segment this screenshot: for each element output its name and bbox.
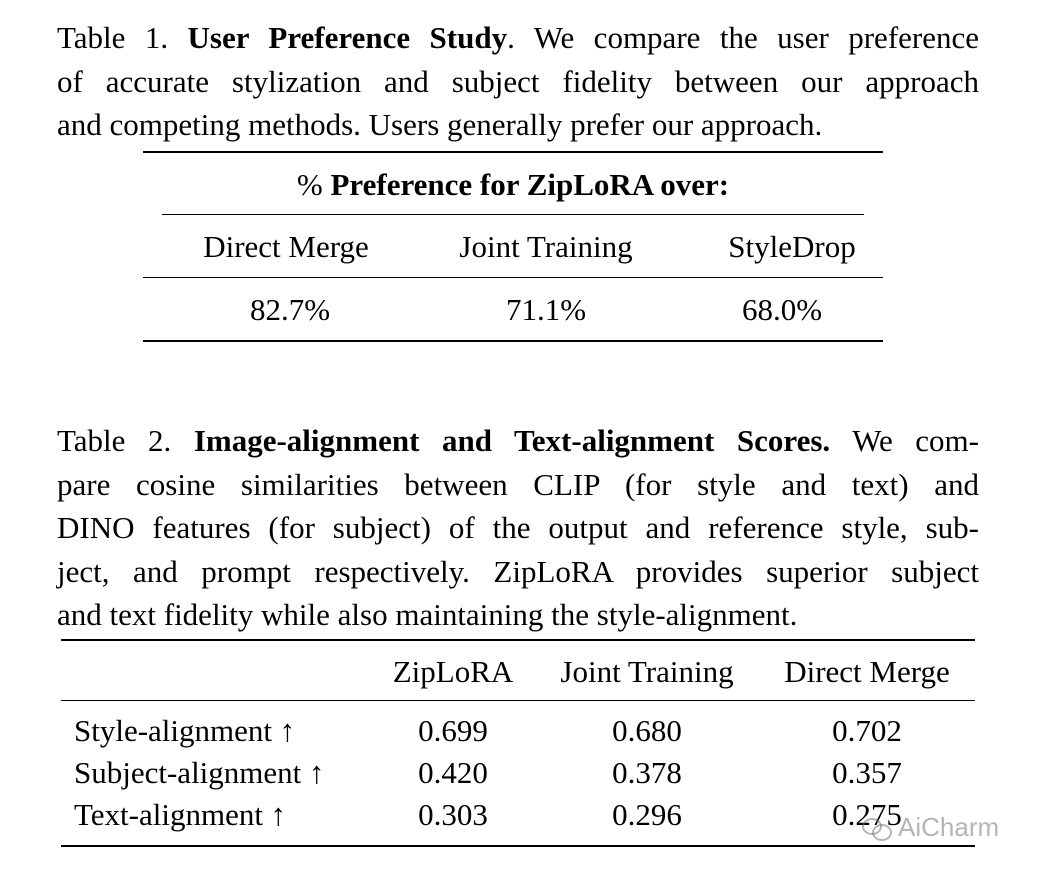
watermark: AiCharm [862,812,999,843]
table2-cell: 0.680 [612,713,682,748]
table2-caption-text-1: We com- [830,423,979,458]
table2-caption-text-3: DINO features (for subject) of the outpu… [57,510,979,545]
table2-cell: 0.303 [418,797,488,832]
table2-mid-rule [61,700,975,701]
table1-caption: Table 1. User Preference Study. We compa… [57,16,979,147]
table2-caption-text-2: pare cosine similarities between CLIP (f… [57,466,979,502]
table1-value-joint-training: 71.1% [505,292,587,327]
table2-caption-text-5: and text fidelity while also maintaining… [57,597,798,632]
table1-caption-text-3: and competing methods. Users generally p… [57,107,823,142]
table2-cell: 0.378 [612,755,682,790]
wechat-icon [862,816,892,841]
watermark-text: AiCharm [898,812,1000,842]
table2-cell: 0.296 [612,797,682,832]
table1-value-styledrop: 68.0% [741,292,823,327]
table1-mid-rule [143,277,883,278]
table2-cell: 0.702 [832,713,902,748]
table1-header-symbol: % [296,167,323,202]
table1-col-joint-training: Joint Training [459,229,633,264]
table1-top-rule [143,151,883,153]
table2-caption-line-1: Table 2. Image-alignment and Text-alignm… [57,419,979,463]
table2-bottom-rule [61,845,975,847]
table2-cell: 0.699 [418,713,488,748]
table2-top-rule [61,639,975,641]
table2-caption-title: Image-alignment and Text-alignment Score… [193,423,831,458]
table1-caption-prefix: Table 1. [57,20,169,55]
table2-row-label-text: Text-alignment ↑ [74,797,287,832]
table1-col-direct-merge: Direct Merge [203,229,369,264]
table2-caption: Table 2. Image-alignment and Text-alignm… [57,419,979,637]
table1-value-direct-merge: 82.7% [249,292,331,327]
table1-caption-title: User Preference Study [187,20,508,55]
table2-cell: 0.420 [418,755,488,790]
table2-row-label-style: Style-alignment ↑ [74,713,296,748]
table1-header-text: Preference for ZipLoRA over: [330,167,730,202]
table1-caption-line-1: Table 1. User Preference Study. We compa… [57,16,979,60]
table1-caption-text-2: of accurate stylization and subject fide… [57,63,979,99]
table2-col-direct-merge: Direct Merge [784,654,950,689]
table2-caption-text-4: ject, and prompt respectively. ZipLoRA p… [57,553,979,589]
table2-col-joint-training: Joint Training [560,654,734,689]
table2-cell: 0.357 [832,755,902,790]
table1-col-styledrop: StyleDrop [728,229,856,264]
table1-bottom-rule [143,340,883,342]
table2-row-label-subject: Subject-alignment ↑ [74,755,325,790]
table1-header-cmidrule [162,214,864,215]
table1-header: % Preference for ZipLoRA over: [297,167,729,203]
table2-col-ziplora: ZipLoRA [392,654,514,689]
table1-caption-text-1: . We compare the user preference [507,20,979,55]
table2-caption-prefix: Table 2. [57,423,172,458]
